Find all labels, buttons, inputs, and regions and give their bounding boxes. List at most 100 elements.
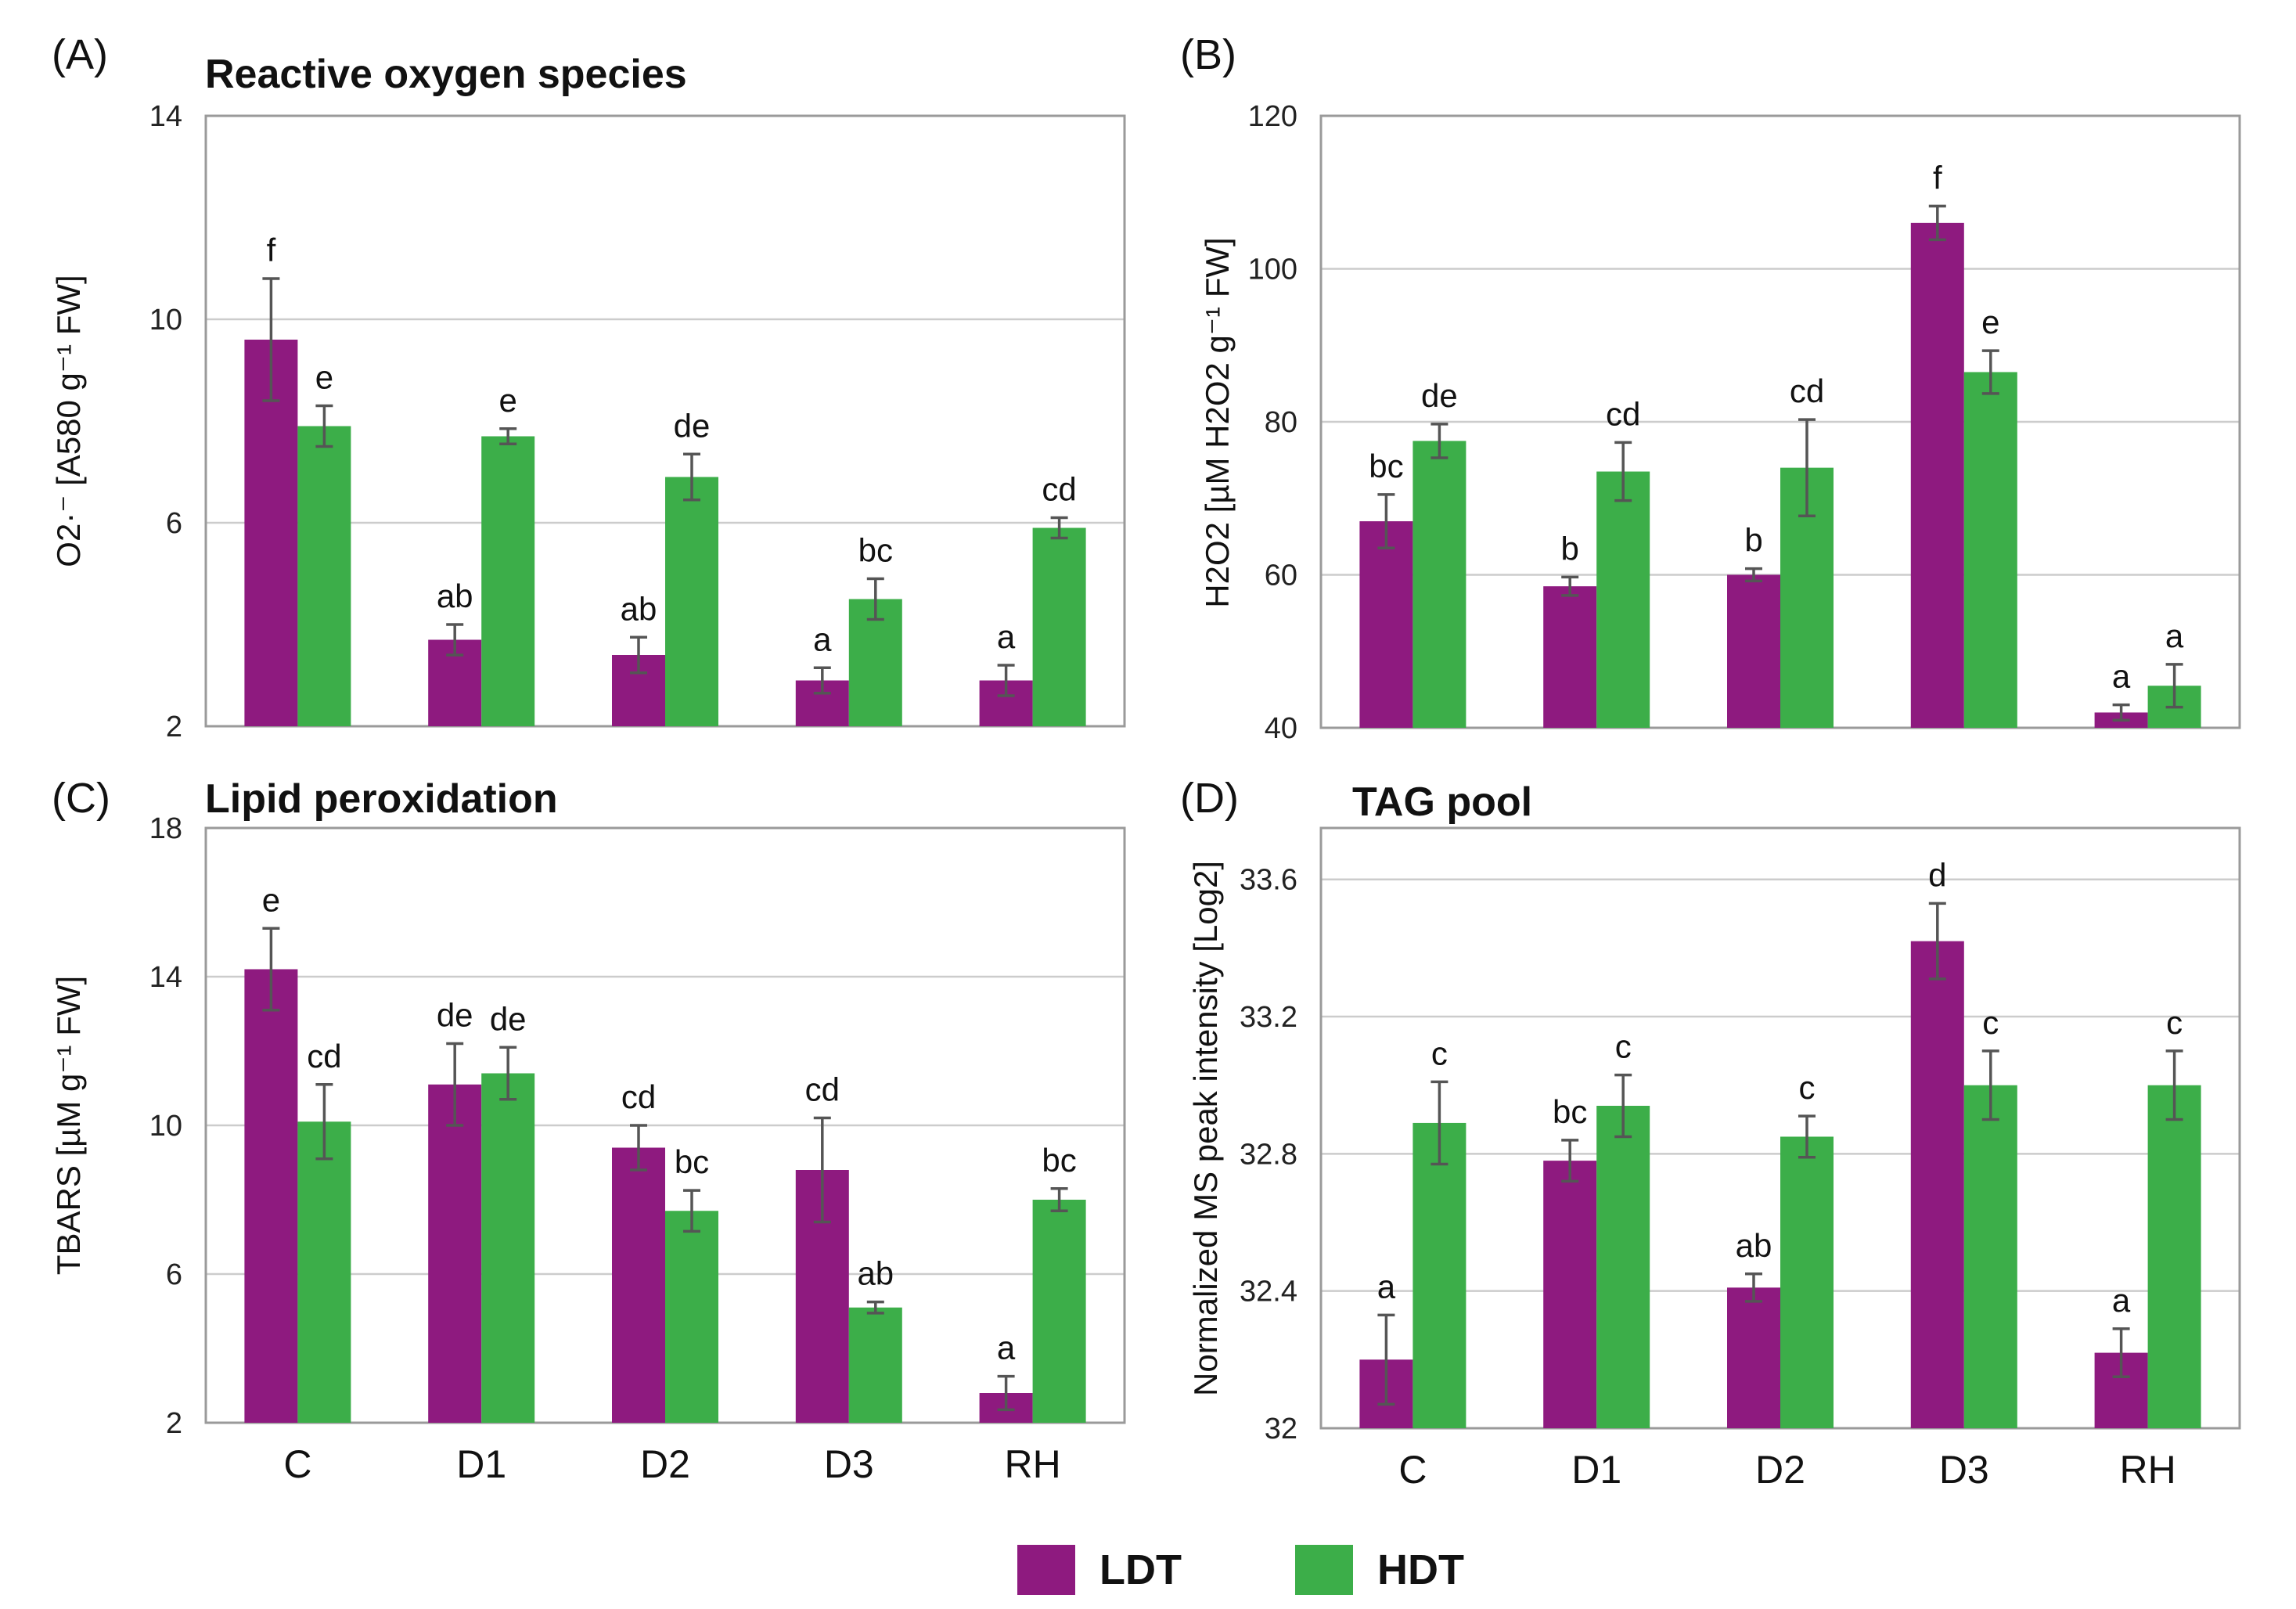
bar-hdt-d1	[481, 1073, 535, 1423]
bar-hdt-d2	[665, 477, 718, 726]
panel-title: TAG pool	[1352, 779, 1532, 825]
significance-letter: de	[437, 997, 473, 1034]
y-axis-title: Normalized MS peak intensity [Log2]	[1187, 861, 1224, 1396]
legend-swatch-ldt	[1017, 1545, 1075, 1595]
significance-letter: cd	[307, 1038, 341, 1074]
bar-ldt-d1	[1543, 586, 1597, 728]
significance-letter: e	[262, 881, 280, 918]
significance-letter: e	[499, 382, 517, 419]
legend: LDT HDT	[1017, 1545, 1464, 1595]
significance-letter: c	[1799, 1069, 1816, 1106]
significance-letter: ab	[437, 578, 473, 614]
significance-letter: b	[1561, 530, 1579, 567]
significance-letter: a	[2165, 617, 2184, 654]
significance-letter: a	[1377, 1268, 1396, 1305]
y-tick-label: 100	[1248, 254, 1297, 286]
significance-letter: cd	[1042, 471, 1076, 508]
significance-letter: de	[490, 1000, 527, 1037]
bar-hdt-d3	[1963, 1085, 2017, 1428]
bar-hdt-c	[297, 1121, 351, 1423]
bar-hdt-d1	[481, 436, 535, 726]
y-tick-label: 40	[1265, 712, 1297, 745]
y-tick-label: 33.6	[1240, 864, 1297, 897]
x-category-label: C	[283, 1442, 311, 1486]
significance-letter: c	[2166, 1004, 2183, 1041]
y-tick-label: 14	[149, 961, 182, 994]
x-category-label: D2	[1755, 1448, 1805, 1492]
significance-letter: cd	[621, 1078, 656, 1115]
y-tick-label: 6	[166, 1258, 182, 1291]
y-tick-label: 32.8	[1240, 1138, 1297, 1171]
y-tick-label: 32	[1265, 1413, 1297, 1445]
y-tick-label: 60	[1265, 560, 1297, 592]
significance-letter: e	[315, 359, 333, 396]
bar-ldt-d2	[612, 1147, 665, 1423]
significance-letter: bc	[858, 532, 893, 569]
y-tick-label: 2	[166, 711, 182, 743]
significance-letter: de	[1421, 377, 1458, 414]
y-tick-label: 6	[166, 507, 182, 540]
panel-title: Lipid peroxidation	[205, 776, 558, 822]
significance-letter: a	[2112, 1282, 2131, 1319]
bar-hdt-c	[1413, 1122, 1466, 1428]
x-category-label: RH	[2119, 1448, 2175, 1492]
y-axis-title: O2·⁻ [A580 g⁻¹ FW]	[50, 275, 87, 567]
panel-d: 3232.432.833.233.6acCbccD1abcD2dcD3acRH(…	[1180, 775, 2241, 1492]
bar-hdt-rh	[2147, 1085, 2201, 1428]
y-tick-label: 10	[149, 304, 182, 337]
x-category-label: D3	[1939, 1448, 1989, 1492]
significance-letter: ab	[621, 590, 657, 627]
bar-hdt-c	[1413, 441, 1466, 728]
significance-letter: f	[267, 232, 276, 268]
y-tick-label: 32.4	[1240, 1276, 1297, 1308]
bar-ldt-c	[244, 969, 298, 1423]
x-category-label: D1	[456, 1442, 506, 1486]
legend-label-ldt: LDT	[1099, 1546, 1182, 1593]
y-axis-title: TBARS [µM g⁻¹ FW]	[50, 976, 87, 1275]
significance-letter: bc	[1042, 1142, 1076, 1179]
bar-hdt-rh	[1032, 527, 1086, 726]
significance-letter: bc	[1369, 448, 1403, 484]
panel-letter: (D)	[1180, 775, 1239, 822]
panel-letter: (A)	[52, 31, 108, 78]
bar-ldt-d1	[1543, 1161, 1597, 1428]
bar-ldt-d3	[1910, 222, 1964, 729]
significance-letter: d	[1928, 856, 1946, 893]
significance-letter: b	[1744, 522, 1762, 559]
significance-letter: ab	[857, 1255, 894, 1292]
significance-letter: ab	[1736, 1227, 1772, 1264]
significance-letter: c	[1431, 1035, 1448, 1071]
bar-hdt-d3	[848, 1307, 902, 1423]
bar-ldt-c	[244, 340, 298, 726]
significance-letter: cd	[1606, 395, 1640, 432]
significance-letter: a	[997, 618, 1016, 655]
y-tick-label: 18	[149, 812, 182, 845]
bar-ldt-d1	[428, 1084, 482, 1423]
significance-letter: c	[1615, 1028, 1632, 1065]
significance-letter: bc	[675, 1143, 709, 1180]
y-tick-label: 120	[1248, 100, 1297, 133]
bar-hdt-d1	[1596, 471, 1650, 728]
bar-ldt-d2	[1727, 1287, 1780, 1428]
x-category-label: D1	[1571, 1448, 1621, 1492]
panel-letter: (B)	[1180, 31, 1236, 78]
significance-letter: a	[813, 621, 832, 657]
y-tick-label: 10	[149, 1110, 182, 1143]
significance-letter: bc	[1553, 1093, 1587, 1130]
bar-hdt-d3	[1963, 372, 2017, 728]
y-tick-label: 14	[149, 100, 182, 133]
significance-letter: cd	[805, 1071, 840, 1108]
x-category-label: D3	[824, 1442, 874, 1486]
legend-swatch-hdt	[1295, 1545, 1353, 1595]
y-tick-label: 33.2	[1240, 1001, 1297, 1034]
significance-letter: f	[1933, 159, 1942, 196]
bar-ldt-d3	[1910, 941, 1964, 1428]
significance-letter: de	[674, 407, 711, 444]
bar-hdt-d1	[1596, 1106, 1650, 1428]
bar-hdt-rh	[1032, 1200, 1086, 1423]
panel-letter: (C)	[52, 775, 110, 822]
bar-hdt-d2	[1780, 1136, 1834, 1428]
